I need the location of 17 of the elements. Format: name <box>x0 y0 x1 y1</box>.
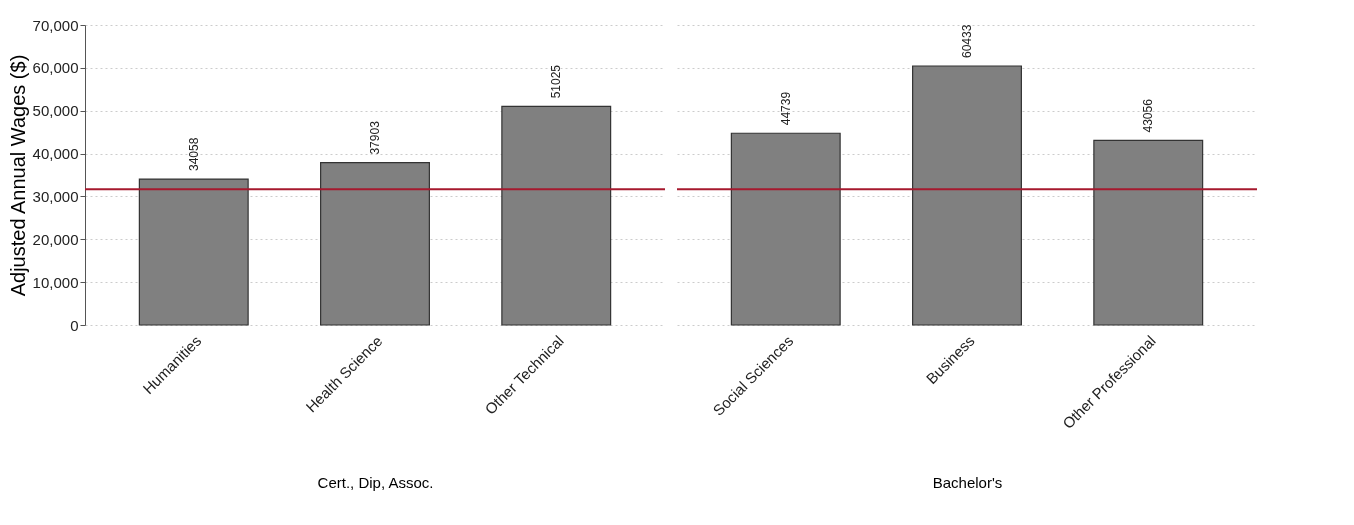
data-label: 60433 <box>960 24 974 58</box>
x-axis-title: Cert., Dip, Assoc. <box>317 473 434 491</box>
data-label: 34058 <box>186 137 201 172</box>
data-label: 43056 <box>1141 98 1156 133</box>
y-tick-label: 10,000 <box>32 273 79 291</box>
y-tick-label: 40,000 <box>32 145 79 163</box>
y-tick-label: 60,000 <box>32 59 79 77</box>
data-label: 44739 <box>778 91 793 126</box>
y-tick-label: 20,000 <box>32 230 79 248</box>
y-tick-label: 70,000 <box>32 16 79 34</box>
y-tick-label: 0 <box>70 316 79 334</box>
data-label: 51025 <box>549 64 564 99</box>
y-axis-title: Adjusted Annual Wages ($) <box>6 54 29 297</box>
y-tick-label: 30,000 <box>32 187 79 205</box>
x-axis-title: Bachelor's <box>932 473 1003 491</box>
data-label: 37903 <box>368 120 382 155</box>
y-tick-label: 50,000 <box>32 102 79 120</box>
